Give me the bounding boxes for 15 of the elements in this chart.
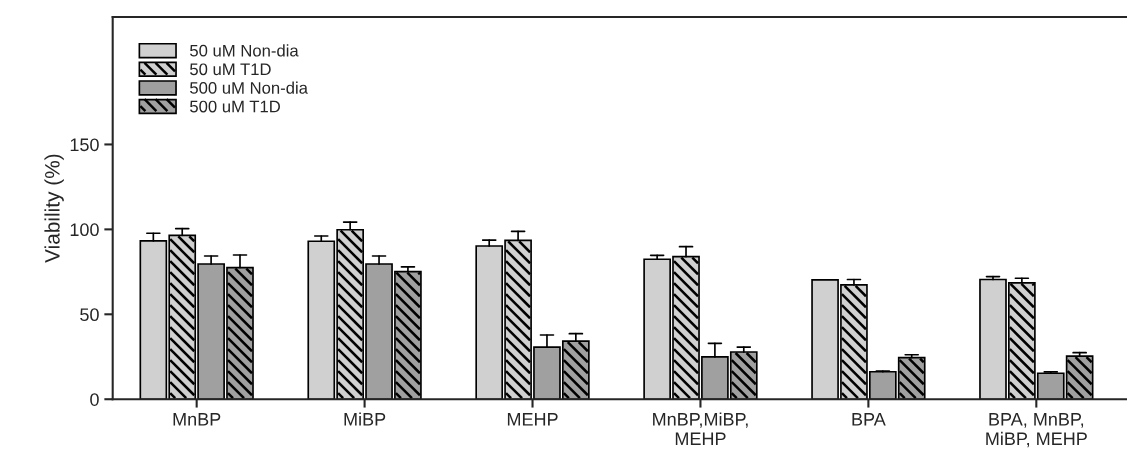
y-tick-label: 50 <box>80 308 99 322</box>
y-tick-label: 0 <box>90 393 99 406</box>
legend-label: 500 uM T1D <box>190 100 280 113</box>
legend-label: 50 uM Non-dia <box>190 44 299 57</box>
x-tick-label: MEHP <box>507 413 558 426</box>
x-tick-label: MnBP,MiBP, MEHP <box>653 412 748 445</box>
legend-label: 50 uM T1D <box>190 63 271 76</box>
y-tick-label: 150 <box>70 138 99 152</box>
y-axis-title: Viability (%) <box>44 154 64 263</box>
x-tick-label: BPA, MnBP, MiBP, MEHP <box>986 413 1087 448</box>
x-tick-label: BPA <box>852 413 886 426</box>
y-tick-label: 100 <box>70 223 99 237</box>
legend-label: 500 uM Non-dia <box>190 81 308 94</box>
x-tick-label: MnBP <box>173 413 221 426</box>
x-tick-label: MiBP <box>344 412 386 426</box>
